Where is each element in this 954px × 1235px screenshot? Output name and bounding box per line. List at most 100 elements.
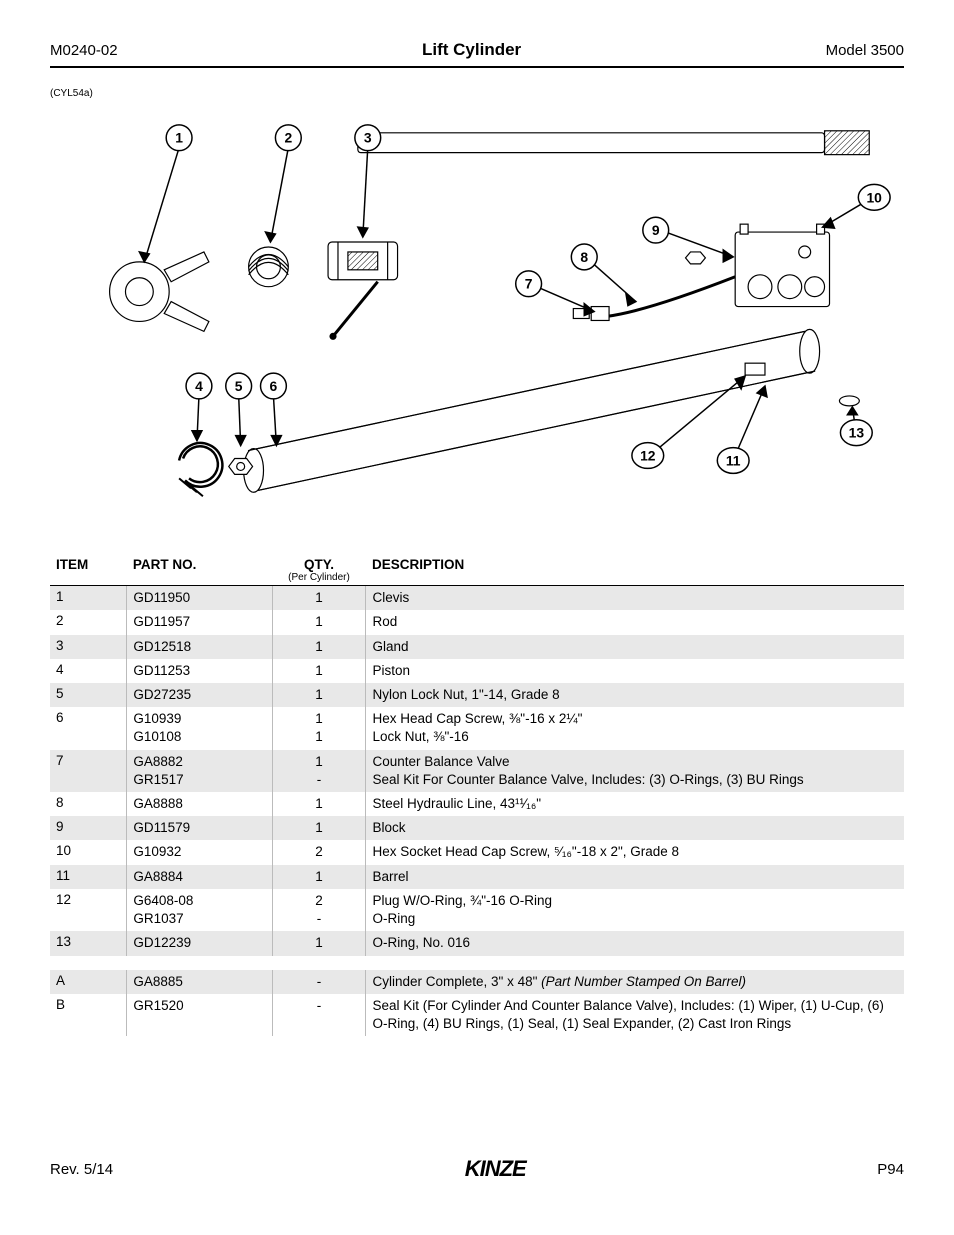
svg-text:12: 12: [640, 447, 656, 463]
table-cell: GD11950: [127, 586, 272, 611]
col-qty: QTY. (Per Cylinder): [272, 553, 366, 586]
table-cell: 4: [50, 659, 127, 683]
parts-table: ITEM PART NO. QTY. (Per Cylinder) DESCRI…: [50, 553, 904, 1036]
table-cell: 1-: [272, 750, 366, 792]
table-cell: 11: [272, 707, 366, 749]
table-cell: 1: [272, 610, 366, 634]
table-cell: Block: [366, 816, 904, 840]
table-cell: A: [50, 970, 127, 994]
table-row: 6G10939G1010811Hex Head Cap Screw, ⅜"-16…: [50, 707, 904, 749]
revision-label: Rev. 5/14: [50, 1161, 113, 1178]
table-row: 2GD119571Rod: [50, 610, 904, 634]
table-cell: 2: [272, 840, 366, 864]
svg-text:3: 3: [364, 130, 372, 146]
table-cell: Plug W/O-Ring, ¾"-16 O-RingO-Ring: [366, 889, 904, 931]
table-row: 4GD112531Piston: [50, 659, 904, 683]
table-cell: Seal Kit (For Cylinder And Counter Balan…: [366, 994, 904, 1036]
table-cell: GD11253: [127, 659, 272, 683]
table-cell: Barrel: [366, 865, 904, 889]
svg-text:4: 4: [195, 378, 203, 394]
page-header: M0240-02 Lift Cylinder Model 3500: [50, 40, 904, 68]
table-cell: B: [50, 994, 127, 1036]
table-cell: Steel Hydraulic Line, 43¹¹⁄₁₆": [366, 792, 904, 816]
table-row: 7GA8882GR15171-Counter Balance ValveSeal…: [50, 750, 904, 792]
table-row: BGR1520-Seal Kit (For Cylinder And Count…: [50, 994, 904, 1036]
table-cell: Hex Socket Head Cap Screw, ⁵⁄₁₆"-18 x 2"…: [366, 840, 904, 864]
table-cell: 5: [50, 683, 127, 707]
table-cell: GD11579: [127, 816, 272, 840]
table-cell: Hex Head Cap Screw, ⅜"-16 x 2¼"Lock Nut,…: [366, 707, 904, 749]
table-cell: 1: [50, 586, 127, 611]
table-cell: -: [272, 994, 366, 1036]
col-part: PART NO.: [127, 553, 272, 586]
table-cell: Rod: [366, 610, 904, 634]
table-row: 3GD125181Gland: [50, 635, 904, 659]
table-cell: G6408-08GR1037: [127, 889, 272, 931]
table-cell: 1: [272, 586, 366, 611]
svg-text:2: 2: [284, 130, 292, 146]
table-cell: 9: [50, 816, 127, 840]
table-cell: 6: [50, 707, 127, 749]
svg-text:7: 7: [525, 276, 533, 292]
table-cell: 11: [50, 865, 127, 889]
table-cell: -: [272, 970, 366, 994]
diagram-reference: (CYL54a): [50, 88, 904, 99]
table-cell: 3: [50, 635, 127, 659]
table-cell: Counter Balance ValveSeal Kit For Counte…: [366, 750, 904, 792]
table-cell: GD12518: [127, 635, 272, 659]
table-cell: 1: [272, 816, 366, 840]
table-row: 13GD122391O-Ring, No. 016: [50, 931, 904, 955]
svg-text:9: 9: [652, 222, 660, 238]
table-row: 9GD115791Block: [50, 816, 904, 840]
svg-text:8: 8: [580, 249, 588, 265]
table-row: 5GD272351Nylon Lock Nut, 1"-14, Grade 8: [50, 683, 904, 707]
table-spacer: [50, 956, 904, 970]
table-cell: 1: [272, 683, 366, 707]
page-title: Lift Cylinder: [118, 40, 826, 60]
page-footer: Rev. 5/14 KINZE P94: [50, 1156, 904, 1182]
table-cell: GD12239: [127, 931, 272, 955]
table-cell: 1: [272, 931, 366, 955]
table-cell: G10932: [127, 840, 272, 864]
table-cell: Gland: [366, 635, 904, 659]
col-item: ITEM: [50, 553, 127, 586]
svg-text:5: 5: [235, 378, 243, 394]
table-cell: O-Ring, No. 016: [366, 931, 904, 955]
table-cell: 2: [50, 610, 127, 634]
table-cell: 8: [50, 792, 127, 816]
table-cell: GA8884: [127, 865, 272, 889]
svg-text:10: 10: [866, 189, 882, 205]
cylinder-diagram-svg: 1 2 3 10 9 8 7: [50, 103, 904, 520]
table-cell: 1: [272, 635, 366, 659]
table-cell: 12: [50, 889, 127, 931]
table-cell: 7: [50, 750, 127, 792]
svg-text:13: 13: [849, 425, 865, 441]
table-row: 1GD119501Clevis: [50, 586, 904, 611]
doc-id: M0240-02: [50, 42, 118, 59]
brand-logo: KINZE: [465, 1156, 526, 1182]
table-cell: G10939G10108: [127, 707, 272, 749]
table-cell: GA8885: [127, 970, 272, 994]
svg-text:6: 6: [270, 378, 278, 394]
table-cell: GR1520: [127, 994, 272, 1036]
page-number: P94: [877, 1161, 904, 1178]
table-cell: GA8888: [127, 792, 272, 816]
svg-text:1: 1: [175, 130, 183, 146]
table-cell: Clevis: [366, 586, 904, 611]
table-row: AGA8885-Cylinder Complete, 3" x 48" (Par…: [50, 970, 904, 994]
table-row: 8GA88881Steel Hydraulic Line, 43¹¹⁄₁₆": [50, 792, 904, 816]
table-cell: 1: [272, 792, 366, 816]
table-cell: 1: [272, 659, 366, 683]
table-cell: 1: [272, 865, 366, 889]
table-row: 11GA88841Barrel: [50, 865, 904, 889]
table-cell: Piston: [366, 659, 904, 683]
table-row: 10G109322Hex Socket Head Cap Screw, ⁵⁄₁₆…: [50, 840, 904, 864]
model-label: Model 3500: [826, 42, 904, 59]
table-cell: 2-: [272, 889, 366, 931]
table-header-row: ITEM PART NO. QTY. (Per Cylinder) DESCRI…: [50, 553, 904, 586]
table-cell: GD27235: [127, 683, 272, 707]
table-row: 12G6408-08GR10372-Plug W/O-Ring, ¾"-16 O…: [50, 889, 904, 931]
svg-text:11: 11: [726, 452, 741, 468]
table-cell: 13: [50, 931, 127, 955]
table-cell: GA8882GR1517: [127, 750, 272, 792]
